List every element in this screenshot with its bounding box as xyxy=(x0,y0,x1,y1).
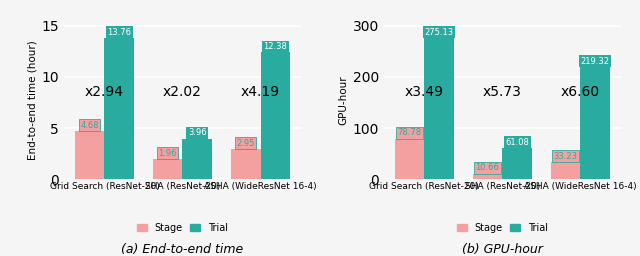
Y-axis label: End-to-end time (hour): End-to-end time (hour) xyxy=(28,40,37,160)
Text: 219.32: 219.32 xyxy=(580,57,610,66)
Bar xyxy=(75,131,104,179)
Text: x2.02: x2.02 xyxy=(163,85,202,99)
Text: x3.49: x3.49 xyxy=(404,85,444,99)
Text: 61.08: 61.08 xyxy=(505,137,529,146)
Bar xyxy=(395,139,424,179)
Text: 3.96: 3.96 xyxy=(188,128,207,137)
Bar xyxy=(182,139,212,179)
Bar xyxy=(260,52,290,179)
Text: 78.78: 78.78 xyxy=(397,129,422,137)
Legend: Stage, Trial: Stage, Trial xyxy=(453,219,552,237)
Bar xyxy=(473,174,502,179)
Bar xyxy=(153,159,182,179)
Bar xyxy=(502,148,532,179)
Text: (a) End-to-end time: (a) End-to-end time xyxy=(122,243,244,256)
Bar xyxy=(550,162,580,179)
Text: 12.38: 12.38 xyxy=(264,42,287,51)
Y-axis label: GPU-hour: GPU-hour xyxy=(339,75,348,125)
Text: 13.76: 13.76 xyxy=(108,28,131,37)
Bar xyxy=(580,67,610,179)
Text: 10.66: 10.66 xyxy=(476,163,499,172)
Bar xyxy=(104,38,134,179)
Text: x6.60: x6.60 xyxy=(561,85,600,99)
Text: 2.95: 2.95 xyxy=(237,138,255,148)
Bar xyxy=(424,38,454,179)
Text: x5.73: x5.73 xyxy=(483,85,522,99)
Text: x4.19: x4.19 xyxy=(241,85,280,99)
Text: 1.96: 1.96 xyxy=(158,149,177,158)
Bar xyxy=(231,149,260,179)
Text: 4.68: 4.68 xyxy=(80,121,99,130)
Legend: Stage, Trial: Stage, Trial xyxy=(133,219,232,237)
Text: 275.13: 275.13 xyxy=(424,28,454,37)
Text: x2.94: x2.94 xyxy=(85,85,124,99)
Text: 33.23: 33.23 xyxy=(554,152,577,161)
Text: (b) GPU-hour: (b) GPU-hour xyxy=(462,243,543,256)
